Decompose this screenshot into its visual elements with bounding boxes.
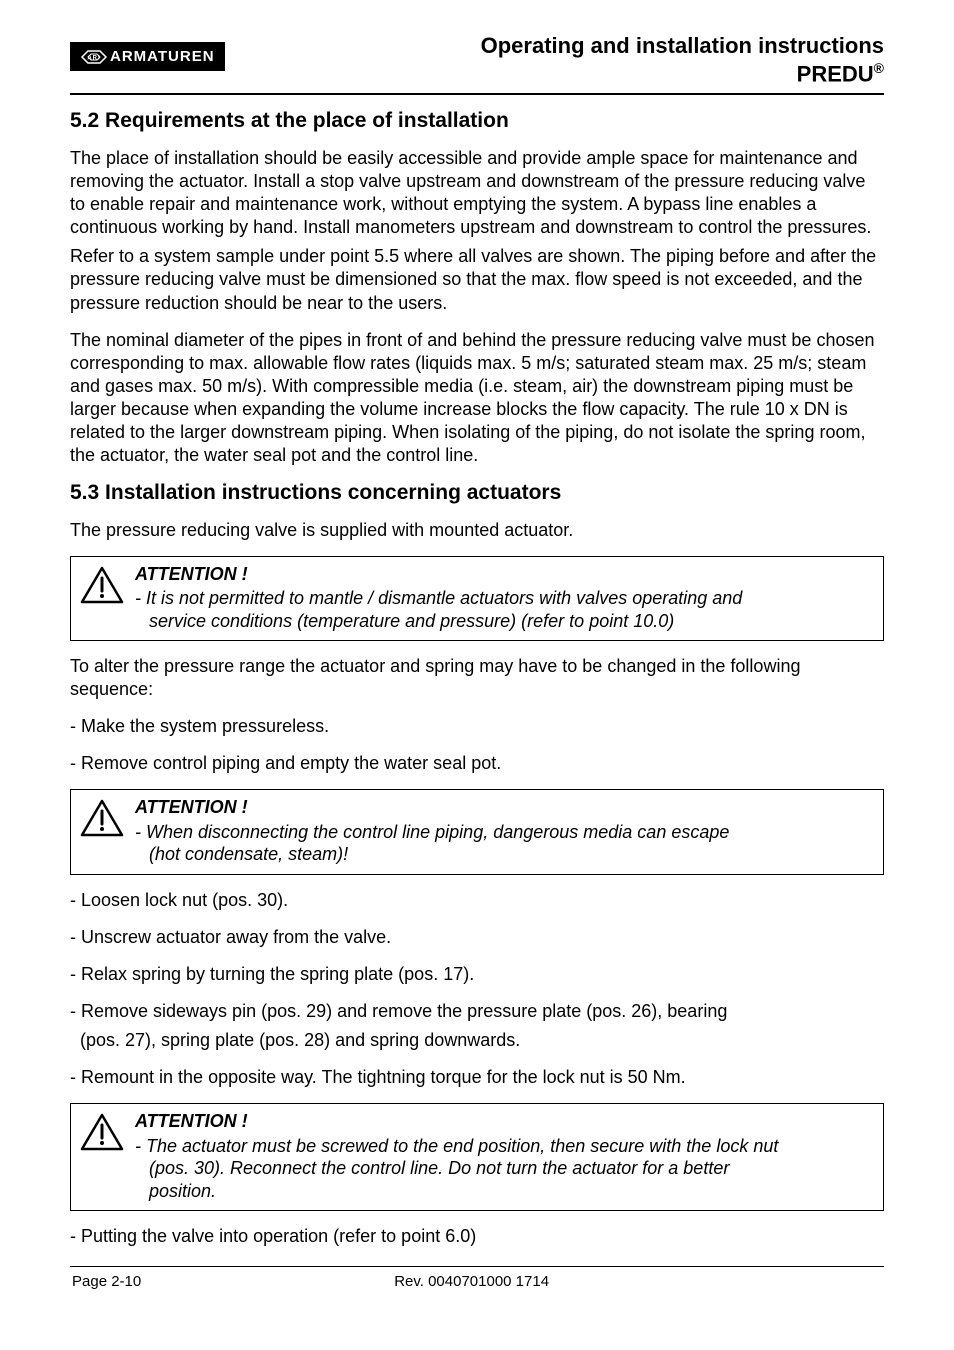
para-5-3-2: To alter the pressure range the actuator…: [70, 655, 884, 701]
attention-1-text: ATTENTION ! - It is not permitted to man…: [135, 563, 873, 633]
attention-2-text: ATTENTION ! - When disconnecting the con…: [135, 796, 873, 866]
footer-spacer: [802, 1273, 882, 1290]
attention-1-body: - It is not permitted to mantle / disman…: [135, 587, 873, 632]
para-5-2-1: The place of installation should be easi…: [70, 147, 884, 239]
logo-text: ARMATUREN: [110, 48, 215, 65]
brand-logo: ARI ARMATUREN: [70, 42, 225, 71]
header-rule: [70, 93, 884, 95]
step-3: - Loosen lock nut (pos. 30).: [70, 889, 884, 912]
svg-text:ARI: ARI: [87, 55, 100, 61]
step-1: - Make the system pressureless.: [70, 715, 884, 738]
para-5-2-2: Refer to a system sample under point 5.5…: [70, 245, 884, 314]
attention-box-1: ATTENTION ! - It is not permitted to man…: [70, 556, 884, 642]
page: ARI ARMATUREN Operating and installation…: [0, 0, 954, 1350]
heading-5-2: 5.2 Requirements at the place of install…: [70, 109, 884, 133]
step-4: - Unscrew actuator away from the valve.: [70, 926, 884, 949]
attention-box-3: ATTENTION ! - The actuator must be screw…: [70, 1103, 884, 1211]
warning-triangle-icon: [79, 565, 125, 605]
warning-triangle-icon: [79, 798, 125, 838]
title-line-1: Operating and installation instructions: [481, 32, 884, 60]
step-8: - Putting the valve into operation (refe…: [70, 1225, 884, 1248]
step-2: - Remove control piping and empty the wa…: [70, 752, 884, 775]
para-5-3-1: The pressure reducing valve is supplied …: [70, 519, 884, 542]
title-line-2: PREDU®: [481, 60, 884, 88]
attention-3-title: ATTENTION !: [135, 1110, 873, 1133]
footer-page-number: Page 2-10: [72, 1273, 141, 1290]
attention-1-title: ATTENTION !: [135, 563, 873, 586]
heading-5-3: 5.3 Installation instructions concerning…: [70, 481, 884, 505]
footer-rule: [70, 1266, 884, 1267]
step-6b: (pos. 27), spring plate (pos. 28) and sp…: [70, 1029, 884, 1052]
page-header: ARI ARMATUREN Operating and installation…: [70, 32, 884, 87]
attention-2-title: ATTENTION !: [135, 796, 873, 819]
attention-box-2: ATTENTION ! - When disconnecting the con…: [70, 789, 884, 875]
attention-3-text: ATTENTION ! - The actuator must be screw…: [135, 1110, 873, 1202]
attention-2-body: - When disconnecting the control line pi…: [135, 821, 873, 866]
document-title: Operating and installation instructions …: [481, 32, 884, 87]
para-5-2-3: The nominal diameter of the pipes in fro…: [70, 329, 884, 467]
page-footer: Page 2-10 Rev. 0040701000 1714: [70, 1273, 884, 1290]
logo-diamond-icon: ARI: [80, 50, 104, 64]
step-6a: - Remove sideways pin (pos. 29) and remo…: [70, 1000, 884, 1023]
attention-3-body: - The actuator must be screwed to the en…: [135, 1135, 873, 1203]
step-7: - Remount in the opposite way. The tight…: [70, 1066, 884, 1089]
step-5: - Relax spring by turning the spring pla…: [70, 963, 884, 986]
warning-triangle-icon: [79, 1112, 125, 1152]
footer-revision: Rev. 0040701000 1714: [394, 1273, 549, 1290]
